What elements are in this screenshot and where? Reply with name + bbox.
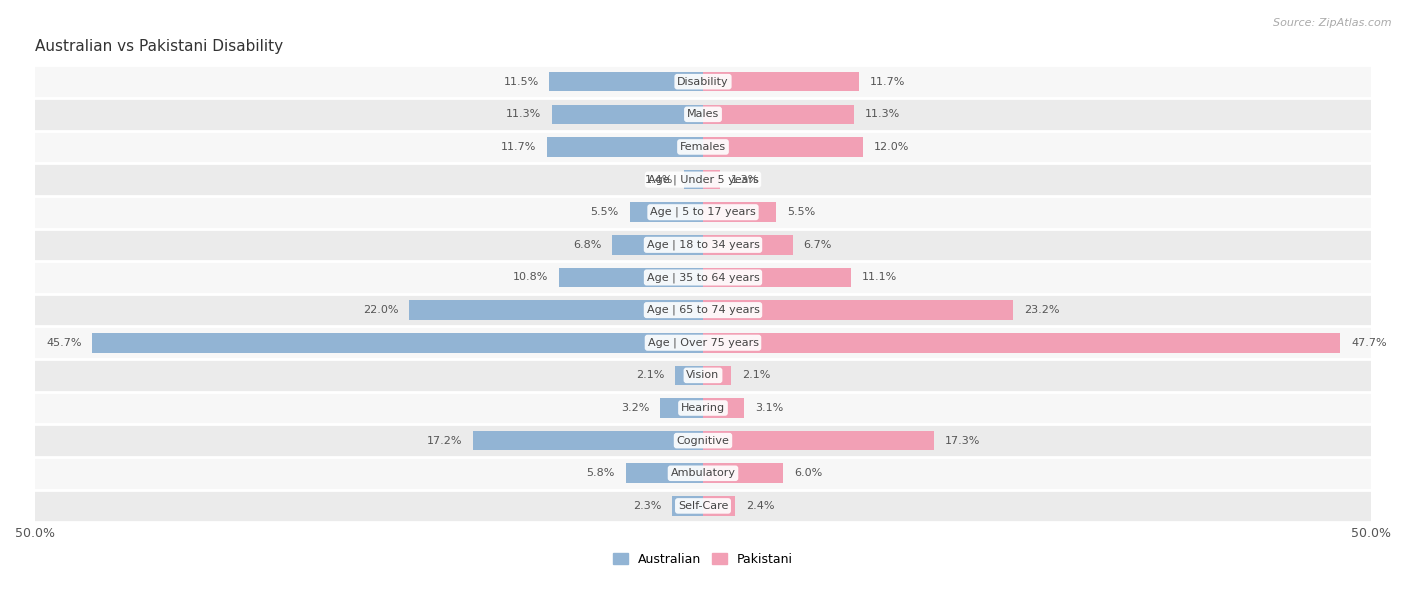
Text: Age | 35 to 64 years: Age | 35 to 64 years: [647, 272, 759, 283]
Text: 3.1%: 3.1%: [755, 403, 783, 413]
Bar: [35, 65, 1371, 98]
Text: Age | 5 to 17 years: Age | 5 to 17 years: [650, 207, 756, 217]
Bar: [703, 137, 863, 157]
Bar: [409, 300, 703, 320]
Text: Age | Over 75 years: Age | Over 75 years: [648, 337, 758, 348]
Bar: [558, 267, 703, 287]
Bar: [35, 294, 1371, 326]
Text: 5.5%: 5.5%: [591, 207, 619, 217]
Text: 11.3%: 11.3%: [506, 110, 541, 119]
Bar: [35, 261, 1371, 294]
Text: Males: Males: [688, 110, 718, 119]
Text: Vision: Vision: [686, 370, 720, 381]
Text: Cognitive: Cognitive: [676, 436, 730, 446]
Bar: [685, 170, 703, 189]
Text: 11.5%: 11.5%: [503, 76, 538, 87]
Bar: [703, 105, 853, 124]
Text: Self-Care: Self-Care: [678, 501, 728, 511]
Text: 45.7%: 45.7%: [46, 338, 82, 348]
Bar: [703, 463, 783, 483]
Bar: [35, 359, 1371, 392]
Bar: [35, 424, 1371, 457]
Text: 1.4%: 1.4%: [645, 174, 673, 185]
Text: Disability: Disability: [678, 76, 728, 87]
Bar: [35, 163, 1371, 196]
Text: Australian vs Pakistani Disability: Australian vs Pakistani Disability: [35, 40, 283, 54]
Text: 5.5%: 5.5%: [787, 207, 815, 217]
Text: Age | 65 to 74 years: Age | 65 to 74 years: [647, 305, 759, 315]
Text: Age | 18 to 34 years: Age | 18 to 34 years: [647, 239, 759, 250]
Text: 2.3%: 2.3%: [633, 501, 662, 511]
Text: Age | Under 5 years: Age | Under 5 years: [648, 174, 758, 185]
Bar: [35, 130, 1371, 163]
Text: Hearing: Hearing: [681, 403, 725, 413]
Bar: [35, 457, 1371, 490]
Text: 23.2%: 23.2%: [1024, 305, 1059, 315]
Bar: [93, 333, 703, 353]
Bar: [474, 431, 703, 450]
Bar: [703, 431, 934, 450]
Bar: [35, 490, 1371, 522]
Text: Source: ZipAtlas.com: Source: ZipAtlas.com: [1274, 18, 1392, 28]
Bar: [703, 398, 744, 418]
Text: 17.2%: 17.2%: [427, 436, 463, 446]
Bar: [35, 228, 1371, 261]
Bar: [703, 72, 859, 91]
Bar: [703, 300, 1012, 320]
Text: 2.1%: 2.1%: [636, 370, 664, 381]
Text: 11.3%: 11.3%: [865, 110, 900, 119]
Text: 2.1%: 2.1%: [742, 370, 770, 381]
Text: Ambulatory: Ambulatory: [671, 468, 735, 478]
Bar: [35, 326, 1371, 359]
Bar: [703, 203, 776, 222]
Bar: [703, 170, 720, 189]
Bar: [553, 105, 703, 124]
Text: 17.3%: 17.3%: [945, 436, 980, 446]
Bar: [703, 267, 851, 287]
Bar: [703, 365, 731, 385]
Text: 2.4%: 2.4%: [745, 501, 775, 511]
Bar: [612, 235, 703, 255]
Text: 6.8%: 6.8%: [574, 240, 602, 250]
Text: 1.3%: 1.3%: [731, 174, 759, 185]
Text: 11.7%: 11.7%: [870, 76, 905, 87]
Text: 11.7%: 11.7%: [501, 142, 536, 152]
Text: 11.1%: 11.1%: [862, 272, 897, 283]
Bar: [661, 398, 703, 418]
Bar: [672, 496, 703, 516]
Legend: Australian, Pakistani: Australian, Pakistani: [609, 548, 797, 571]
Bar: [547, 137, 703, 157]
Bar: [35, 392, 1371, 424]
Text: 22.0%: 22.0%: [363, 305, 398, 315]
Text: 47.7%: 47.7%: [1351, 338, 1386, 348]
Bar: [630, 203, 703, 222]
Text: 5.8%: 5.8%: [586, 468, 614, 478]
Text: 3.2%: 3.2%: [621, 403, 650, 413]
Text: 12.0%: 12.0%: [875, 142, 910, 152]
Bar: [626, 463, 703, 483]
Bar: [675, 365, 703, 385]
Bar: [703, 333, 1340, 353]
Bar: [550, 72, 703, 91]
Bar: [703, 235, 793, 255]
Bar: [35, 98, 1371, 130]
Bar: [35, 196, 1371, 228]
Text: 6.0%: 6.0%: [794, 468, 823, 478]
Text: 6.7%: 6.7%: [803, 240, 831, 250]
Text: 10.8%: 10.8%: [513, 272, 548, 283]
Bar: [703, 496, 735, 516]
Text: Females: Females: [681, 142, 725, 152]
